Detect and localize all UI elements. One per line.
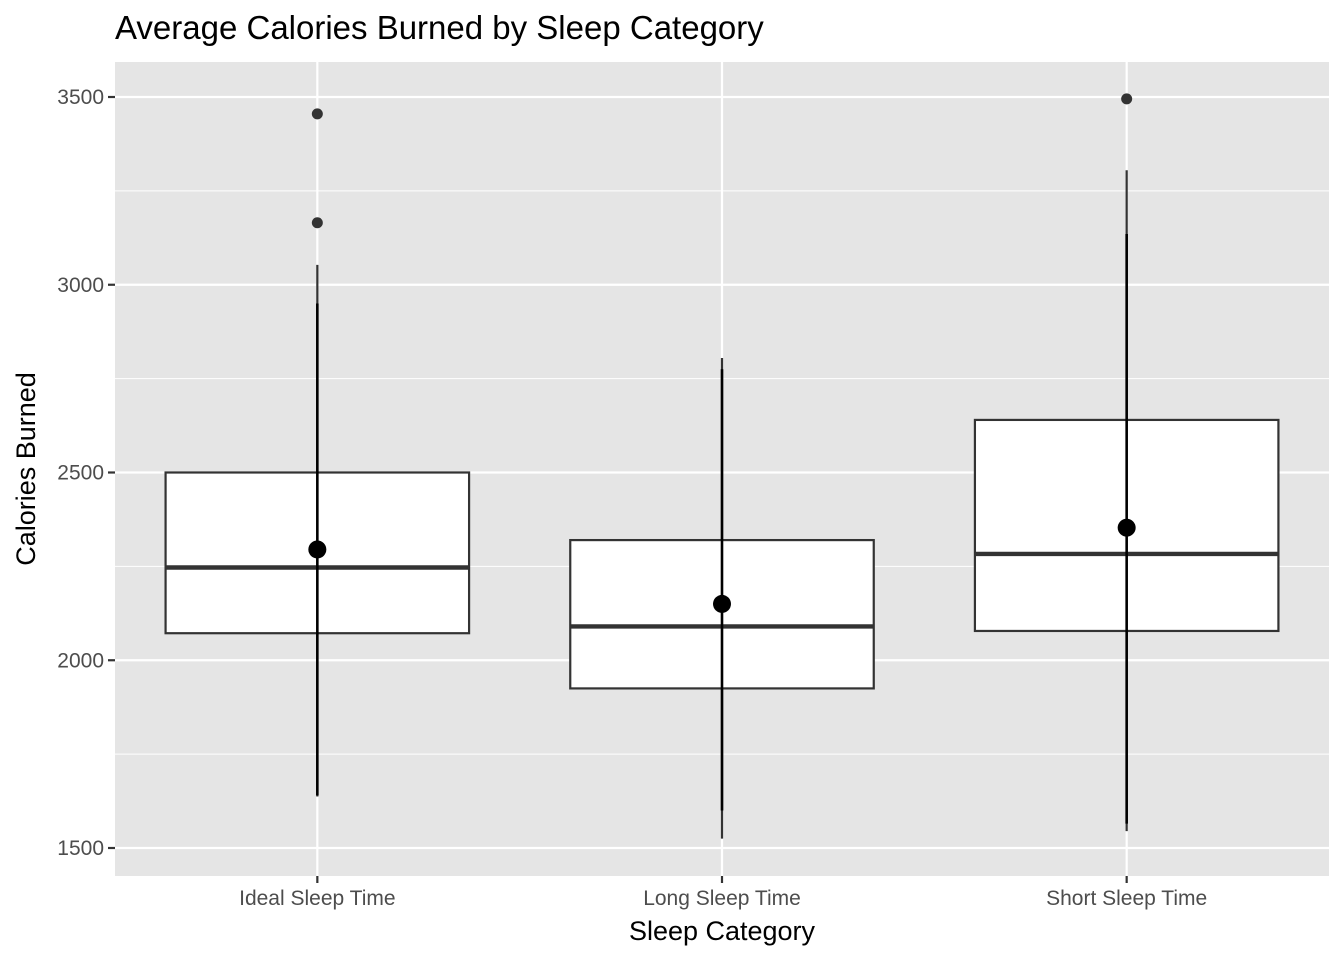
x-axis: Ideal Sleep Time Long Sleep Time Short Sle…: [239, 876, 1207, 910]
box-group: [569, 357, 875, 839]
outlier-point: [311, 217, 323, 229]
x-tick-label: Short Sleep Time: [1046, 887, 1207, 910]
mean-point: [713, 594, 731, 613]
box-group: [164, 108, 471, 797]
y-tick-label: 1500: [57, 837, 104, 860]
y-tick-label: 3000: [57, 274, 104, 297]
x-tick-label: Long Sleep Time: [643, 887, 801, 910]
chart-title: Average Calories Burned by Sleep Categor…: [115, 9, 764, 46]
box-group: [973, 93, 1280, 832]
boxes: [164, 93, 1280, 839]
mean-point: [308, 540, 327, 559]
outlier-point: [1121, 93, 1133, 105]
y-tick-label: 3500: [57, 86, 104, 109]
y-axis-title: Calories Burned: [11, 372, 41, 566]
y-tick-label: 2000: [57, 649, 104, 672]
x-tick-label: Ideal Sleep Time: [239, 887, 395, 910]
y-tick-label: 2500: [57, 462, 104, 485]
mean-point: [1117, 518, 1136, 537]
x-axis-title: Sleep Category: [629, 916, 816, 946]
outlier-point: [311, 108, 323, 120]
y-axis: 1500 2000 2500 3000 3500: [57, 86, 115, 860]
